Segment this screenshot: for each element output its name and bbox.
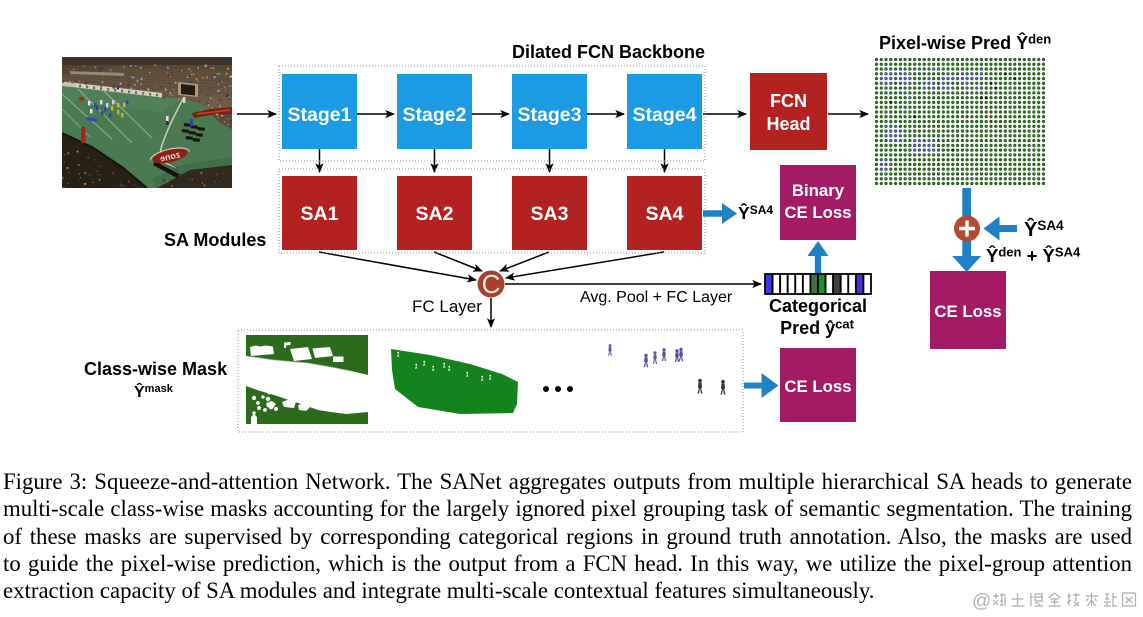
svg-text:Head: Head: [766, 114, 810, 134]
svg-text:Pixel-wise Pred Ŷden: Pixel-wise Pred Ŷden: [879, 32, 1051, 54]
svg-text:Class-wise Mask: Class-wise Mask: [84, 359, 228, 379]
svg-text:CE Loss: CE Loss: [784, 203, 851, 222]
svg-text:ŶSA4: ŶSA4: [738, 202, 773, 223]
svg-text:Stage4: Stage4: [633, 104, 697, 126]
svg-text:Ŷden + ŶSA4: Ŷden + ŶSA4: [986, 245, 1081, 267]
svg-text:Dilated FCN Backbone: Dilated FCN Backbone: [512, 42, 705, 62]
svg-text:SA4: SA4: [646, 203, 684, 225]
svg-text:Stage2: Stage2: [403, 104, 467, 126]
svg-text:Avg. Pool + FC Layer: Avg. Pool + FC Layer: [580, 289, 733, 306]
svg-text:SA3: SA3: [531, 203, 569, 225]
svg-text:C: C: [482, 269, 501, 299]
svg-text:Binary: Binary: [792, 181, 845, 200]
svg-text:Categorical: Categorical: [769, 296, 867, 316]
svg-text:ŶSA4: ŶSA4: [1024, 217, 1064, 241]
svg-text:SA Modules: SA Modules: [164, 230, 266, 250]
svg-text:SA1: SA1: [301, 203, 339, 225]
svg-text:Stage3: Stage3: [518, 104, 582, 126]
svg-text:FC Layer: FC Layer: [412, 297, 482, 316]
svg-text:SA2: SA2: [416, 203, 454, 225]
svg-text:@: @: [972, 591, 991, 612]
svg-text:Stage1: Stage1: [288, 104, 352, 126]
svg-text:CE Loss: CE Loss: [934, 302, 1001, 321]
svg-text:Pred ŷcat: Pred ŷcat: [780, 317, 854, 339]
svg-text:CE Loss: CE Loss: [784, 377, 851, 396]
svg-text:FCN: FCN: [770, 91, 807, 111]
svg-text:Ŷmask: Ŷmask: [134, 382, 174, 401]
svg-text:zone: zone: [159, 149, 181, 163]
